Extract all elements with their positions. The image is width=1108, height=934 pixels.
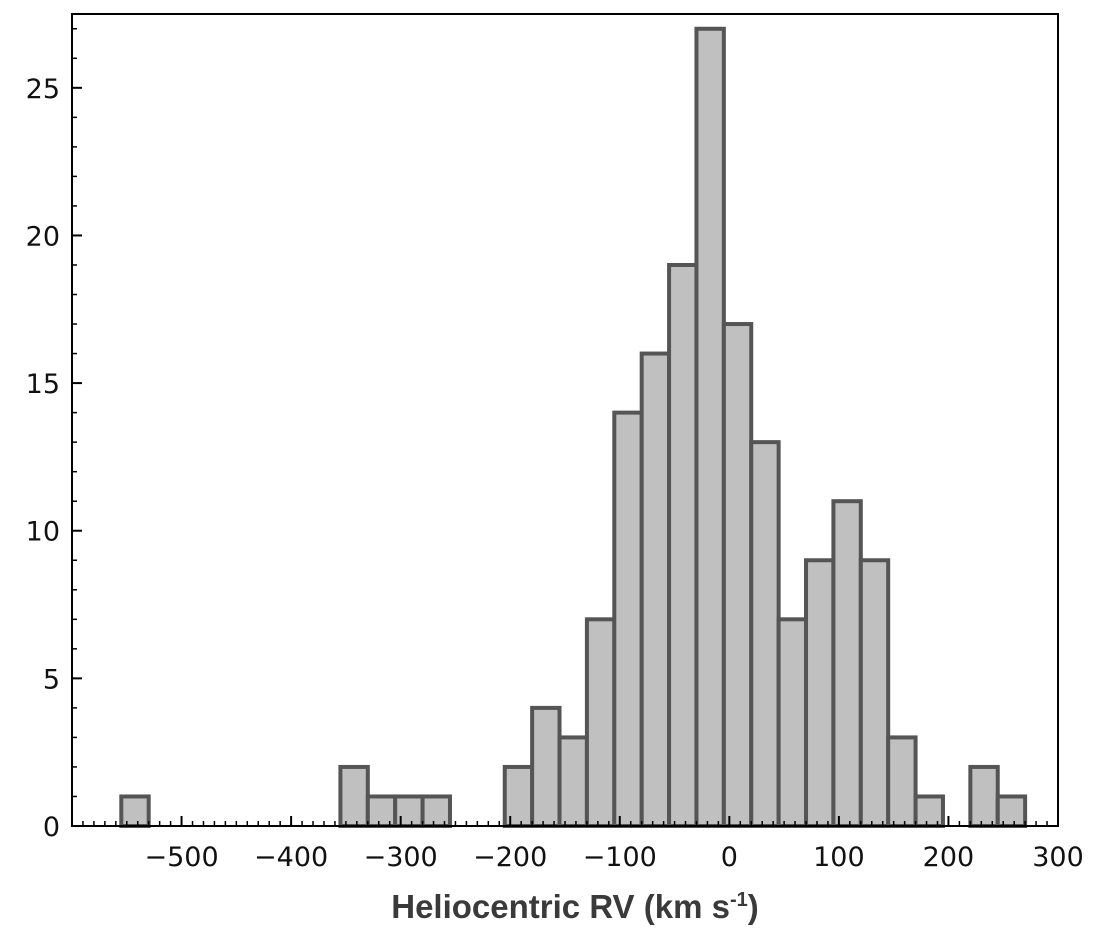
histogram-bar	[858, 558, 891, 828]
histogram-bar	[667, 262, 699, 828]
plot-frame	[71, 13, 1059, 827]
y-tick-label: 15	[26, 369, 60, 400]
y-tick-label: 20	[26, 221, 60, 252]
histogram-bar	[393, 794, 425, 828]
histogram-bar	[530, 705, 562, 829]
histogram-bar	[119, 794, 151, 828]
histogram-bar	[612, 410, 644, 828]
histogram-bar	[502, 764, 535, 828]
x-tick-label: −100	[583, 842, 657, 873]
histogram-bar	[968, 764, 1000, 828]
x-tick-label: −200	[473, 842, 547, 873]
histogram-bar	[557, 735, 589, 828]
histogram-bar	[886, 735, 918, 828]
histogram-bar	[721, 322, 754, 828]
histogram-bars	[119, 26, 1028, 829]
x-tick-label: −300	[364, 842, 438, 873]
histogram-bar	[831, 499, 863, 828]
x-tick-label: −400	[254, 842, 328, 873]
x-axis-title: Heliocentric RV (km s-1)	[391, 888, 758, 925]
y-tick-label: 0	[43, 812, 60, 843]
x-tick-label: 200	[923, 842, 975, 873]
histogram-bar	[584, 617, 617, 828]
y-tick-label: 10	[26, 517, 60, 548]
histogram-bar	[694, 26, 726, 829]
x-tick-label: 100	[813, 842, 865, 873]
histogram-bar	[995, 794, 1028, 828]
histogram-bar	[804, 558, 836, 828]
x-tick-label: −500	[144, 842, 218, 873]
histogram-bar	[776, 617, 809, 828]
x-tick-label: 300	[1032, 842, 1084, 873]
histogram-bar	[639, 351, 672, 828]
histogram-bar	[913, 794, 945, 828]
histogram-bar	[420, 794, 452, 828]
y-tick-label: 5	[43, 664, 60, 695]
y-tick-label: 25	[26, 74, 60, 105]
histogram-bar	[365, 794, 398, 828]
histogram-bar	[749, 440, 781, 828]
histogram-bar	[338, 764, 370, 828]
x-axis-title-superscript: -1	[730, 889, 748, 911]
y-axis-ticks: 0 5 10 15 20 25	[26, 28, 82, 843]
x-axis-ticks: −500 −400 −300 −200 −100 0 100 200 300	[71, 816, 1084, 873]
x-axis-title-close: )	[748, 888, 759, 925]
x-axis-title-text: Heliocentric RV (km s	[391, 888, 730, 925]
x-tick-label: 0	[721, 842, 738, 873]
